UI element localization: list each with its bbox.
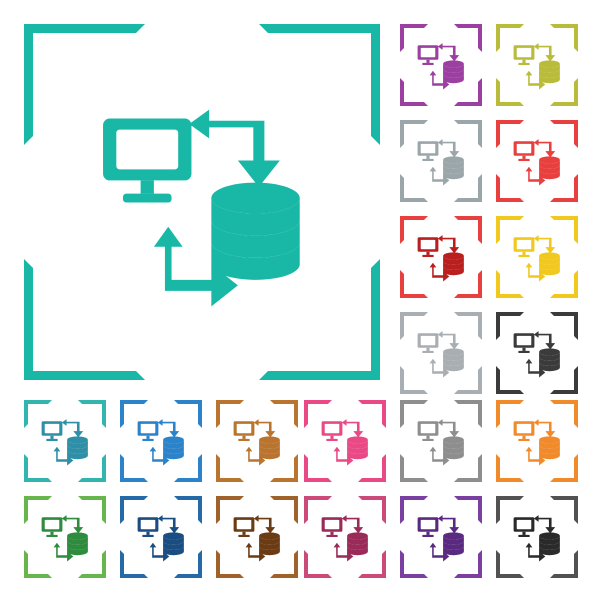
icon-tile	[304, 496, 386, 578]
icon-tile	[24, 400, 106, 482]
data-sync-icon	[511, 415, 563, 467]
icon-tile	[496, 24, 578, 106]
icon-tile	[400, 400, 482, 482]
data-sync-icon	[319, 511, 371, 563]
icon-tile	[216, 400, 298, 482]
icon-tile	[496, 400, 578, 482]
data-sync-icon	[39, 511, 91, 563]
data-sync-icon	[511, 39, 563, 91]
icon-tile	[24, 24, 380, 380]
data-sync-icon	[39, 415, 91, 467]
data-sync-icon	[135, 511, 187, 563]
data-sync-icon	[135, 415, 187, 467]
data-sync-icon	[511, 231, 563, 283]
data-sync-icon	[92, 92, 313, 313]
icon-tile	[496, 120, 578, 202]
data-sync-icon	[511, 327, 563, 379]
icon-tile	[400, 496, 482, 578]
icon-tile	[120, 400, 202, 482]
data-sync-icon	[415, 39, 467, 91]
data-sync-icon	[415, 415, 467, 467]
icon-tile	[496, 496, 578, 578]
data-sync-icon	[415, 135, 467, 187]
icon-tile	[400, 216, 482, 298]
icon-tile	[496, 312, 578, 394]
icon-tile	[216, 496, 298, 578]
data-sync-icon	[511, 511, 563, 563]
data-sync-icon	[511, 135, 563, 187]
data-sync-icon	[415, 231, 467, 283]
icon-tile	[496, 216, 578, 298]
data-sync-icon	[231, 511, 283, 563]
data-sync-icon	[415, 511, 467, 563]
data-sync-icon	[319, 415, 371, 467]
icon-tile	[304, 400, 386, 482]
icon-tile	[24, 496, 106, 578]
data-sync-icon	[415, 327, 467, 379]
icon-tile	[400, 312, 482, 394]
icon-tile	[120, 496, 202, 578]
data-sync-icon	[231, 415, 283, 467]
icon-tile	[400, 24, 482, 106]
icon-tile	[400, 120, 482, 202]
icon-grid	[0, 0, 600, 600]
